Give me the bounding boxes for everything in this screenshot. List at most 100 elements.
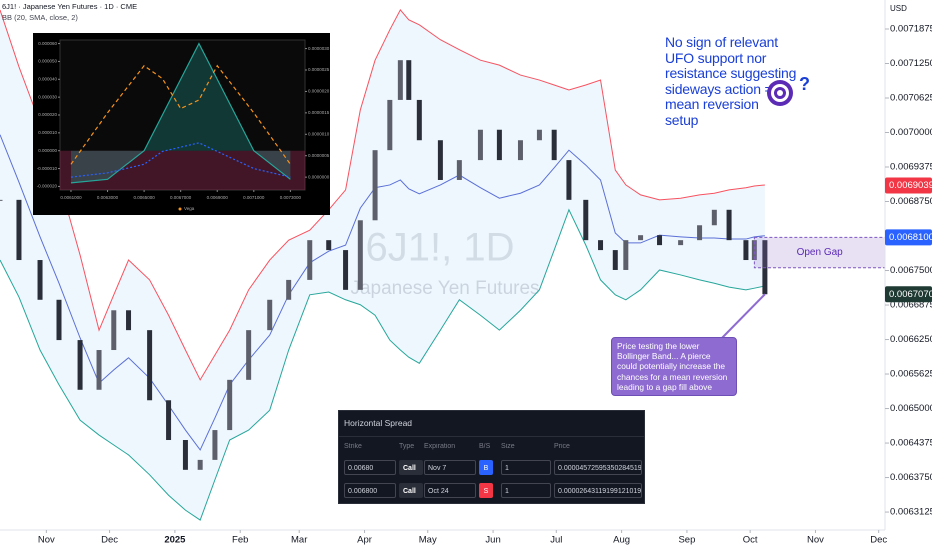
- note-line: UFO support nor: [665, 49, 767, 66]
- spread-table: Horizontal Spread Strike Type Expiration B/…: [338, 410, 645, 504]
- column-header: Price: [554, 443, 570, 450]
- candle: [166, 400, 172, 441]
- note-line: mean reversion: [665, 96, 759, 113]
- y-tick-label: 0.0064375: [890, 438, 932, 449]
- x-tick-label: Mar: [291, 535, 307, 546]
- candle: [286, 279, 292, 300]
- candle: [126, 310, 132, 331]
- candle: [387, 99, 393, 151]
- inset-area: [70, 43, 291, 183]
- candle: [678, 240, 684, 246]
- target-icon: [767, 80, 793, 106]
- inset-y-tick-label: 0.000020: [38, 112, 57, 117]
- currency-label: USD: [890, 4, 907, 13]
- band-fill: [0, 9, 765, 521]
- candle: [477, 129, 483, 161]
- candle: [56, 299, 62, 341]
- y-tick-label: 0.0065625: [890, 369, 932, 380]
- callout-line: could potentially increase the: [617, 361, 726, 372]
- price-label: 0.0069039: [889, 180, 932, 191]
- y-tick-label: 0.0069375: [890, 162, 932, 173]
- y-tick-label: 0.0071875: [890, 24, 932, 35]
- inset-x-tick-label: 0.0063000: [97, 195, 119, 200]
- x-tick-label: Aug: [613, 535, 630, 546]
- candle: [372, 150, 378, 221]
- y-tick-label: 0.0063125: [890, 507, 932, 518]
- x-tick-label: May: [419, 535, 437, 546]
- negative-zone: [60, 150, 305, 190]
- candle: [197, 459, 203, 470]
- x-tick-label: Jun: [485, 535, 500, 546]
- inset-x-tick-label: 0.0067000: [170, 195, 192, 200]
- inset-y2-tick-label: 0.0000030: [308, 46, 330, 51]
- callout-line: Price testing the lower: [617, 341, 700, 351]
- gap-box: [753, 236, 886, 269]
- y-tick-label: 0.0065000: [890, 403, 932, 414]
- candle: [246, 330, 252, 380]
- candle: [147, 330, 153, 401]
- price-label: 0.0068100: [889, 232, 932, 243]
- x-tick-label: Apr: [357, 535, 372, 546]
- column-header: Expiration: [424, 443, 456, 450]
- x-tick-label: Jul: [550, 535, 562, 546]
- band-line: [0, 9, 765, 381]
- table-cell: 1: [501, 460, 551, 475]
- candle: [96, 350, 102, 390]
- candle: [612, 250, 618, 270]
- inset-y2-tick-label: 0.0000025: [308, 67, 330, 72]
- inset-y2-tick-label: 0.0000020: [308, 89, 330, 94]
- table-cell: 0.00680: [344, 460, 396, 475]
- inset-y2-tick-label: 0.0000000: [308, 174, 330, 179]
- table-cell: S: [479, 483, 493, 498]
- candle: [397, 60, 403, 100]
- candle: [357, 220, 363, 290]
- table-cell: Call: [399, 460, 423, 475]
- table-cell: 0.000026431191991210193: [554, 483, 642, 498]
- legend-label: Vega: [184, 206, 195, 211]
- candle: [496, 129, 502, 161]
- y-tick-label: 0.0066875: [890, 300, 932, 311]
- inset-x-tick-label: 0.0065000: [133, 195, 155, 200]
- inset-x-tick-label: 0.0069000: [207, 195, 229, 200]
- price-label: 0.0067070: [889, 289, 932, 300]
- candle: [182, 440, 188, 470]
- candle: [307, 240, 313, 280]
- note-line: sideways action =: [665, 80, 773, 97]
- candle: [212, 430, 218, 460]
- inset-y-tick-label: 0.000040: [38, 76, 57, 81]
- candle: [37, 260, 43, 300]
- inset-y2-tick-label: 0.0000005: [308, 153, 330, 158]
- inset-x-tick-label: 0.0061000: [60, 195, 82, 200]
- y-tick-label: 0.0070625: [890, 93, 932, 104]
- table-cell: 0.006800: [344, 483, 396, 498]
- y-tick-label: 0.0068750: [890, 196, 932, 207]
- y-tick-label: 0.0070000: [890, 127, 932, 138]
- callout: Price testing the lower Bollinger Band...…: [611, 337, 737, 397]
- candle: [343, 250, 349, 290]
- callout-pointer: [719, 293, 766, 341]
- candle: [0, 199, 3, 201]
- candle: [77, 340, 83, 390]
- price-axis-bg: [885, 0, 932, 550]
- plot-layer: 6J1!, 1D Japanese Yen Futures Open Gap: [0, 9, 886, 521]
- x-tick-label: Dec: [870, 535, 887, 546]
- inset-line: [70, 142, 291, 178]
- candle: [551, 129, 557, 161]
- note: No sign of relevant UFO support nor resist…: [665, 34, 796, 129]
- candle: [406, 60, 412, 100]
- callout-line: chances for a mean reversion: [617, 371, 728, 382]
- inset-y-tick-label: 0.000030: [38, 94, 57, 99]
- candle: [657, 235, 663, 246]
- x-tick-label: Feb: [232, 535, 248, 546]
- candle: [267, 299, 273, 331]
- inset-x-tick-label: 0.0071000: [243, 195, 265, 200]
- inset-y-tick-label: -0.000010: [37, 166, 58, 171]
- callout-line: Bollinger Band... A pierce: [617, 351, 711, 362]
- inset-chart: 0.0061000 0.0063000 0.0065000 0.0067000 0.00…: [33, 33, 330, 215]
- watermark-symbol: 6J1!, 1D: [366, 226, 515, 270]
- x-tick-label: Oct: [743, 535, 758, 546]
- column-header: Strike: [344, 443, 362, 450]
- price-label-bg: [885, 229, 932, 246]
